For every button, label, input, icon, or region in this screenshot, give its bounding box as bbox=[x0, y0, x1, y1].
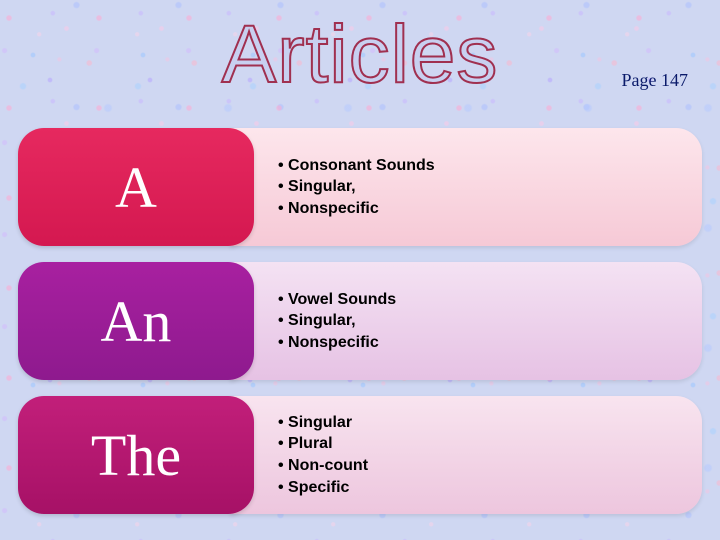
article-desc-the: SingularPluralNon-countSpecific bbox=[230, 396, 702, 514]
bullet-item: Non-count bbox=[278, 455, 702, 477]
article-pill-the: The bbox=[18, 396, 254, 514]
bullet-item: Singular, bbox=[278, 176, 702, 198]
article-pill-an: An bbox=[18, 262, 254, 380]
article-desc-an: Vowel SoundsSingular,Nonspecific bbox=[230, 262, 702, 380]
bullet-item: Nonspecific bbox=[278, 198, 702, 220]
bullet-item: Nonspecific bbox=[278, 332, 702, 354]
article-row-an: An Vowel SoundsSingular,Nonspecific bbox=[18, 262, 702, 380]
article-row-a: A Consonant SoundsSingular,Nonspecific bbox=[18, 128, 702, 246]
article-desc-a: Consonant SoundsSingular,Nonspecific bbox=[230, 128, 702, 246]
slide-title: Articles bbox=[0, 8, 720, 102]
bullet-item: Vowel Sounds bbox=[278, 289, 702, 311]
bullet-item: Singular, bbox=[278, 310, 702, 332]
article-rows: AConsonant SoundsSingular,NonspecificAnV… bbox=[18, 128, 702, 514]
bullet-item: Singular bbox=[278, 412, 702, 434]
bullet-list: Consonant SoundsSingular,Nonspecific bbox=[278, 155, 702, 220]
bullet-list: Vowel SoundsSingular,Nonspecific bbox=[278, 289, 702, 354]
bullet-item: Consonant Sounds bbox=[278, 155, 702, 177]
article-row-the: The SingularPluralNon-countSpecific bbox=[18, 396, 702, 514]
bullet-item: Plural bbox=[278, 433, 702, 455]
article-pill-a: A bbox=[18, 128, 254, 246]
page-reference: Page 147 bbox=[622, 70, 689, 91]
bullet-list: SingularPluralNon-countSpecific bbox=[278, 412, 702, 498]
bullet-item: Specific bbox=[278, 477, 702, 499]
